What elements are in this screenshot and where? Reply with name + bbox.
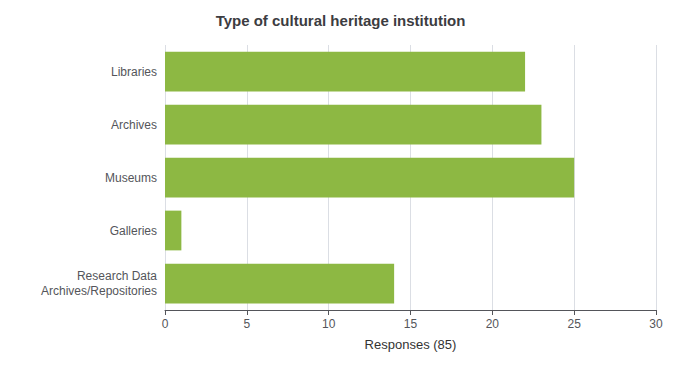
svg-text:Archives: Archives	[111, 118, 157, 132]
svg-text:Archives/Repositories: Archives/Repositories	[41, 284, 157, 298]
svg-text:15: 15	[404, 317, 418, 331]
svg-text:25: 25	[567, 317, 581, 331]
svg-text:10: 10	[322, 317, 336, 331]
svg-text:20: 20	[486, 317, 500, 331]
svg-text:Research Data: Research Data	[77, 269, 157, 283]
svg-text:Museums: Museums	[105, 171, 157, 185]
svg-text:Type of cultural heritage inst: Type of cultural heritage institution	[216, 12, 466, 29]
svg-text:Galleries: Galleries	[110, 224, 157, 238]
svg-text:0: 0	[162, 317, 169, 331]
svg-text:Libraries: Libraries	[111, 65, 157, 79]
svg-text:Responses (85): Responses (85)	[365, 337, 457, 352]
svg-text:5: 5	[243, 317, 250, 331]
svg-text:30: 30	[649, 317, 663, 331]
